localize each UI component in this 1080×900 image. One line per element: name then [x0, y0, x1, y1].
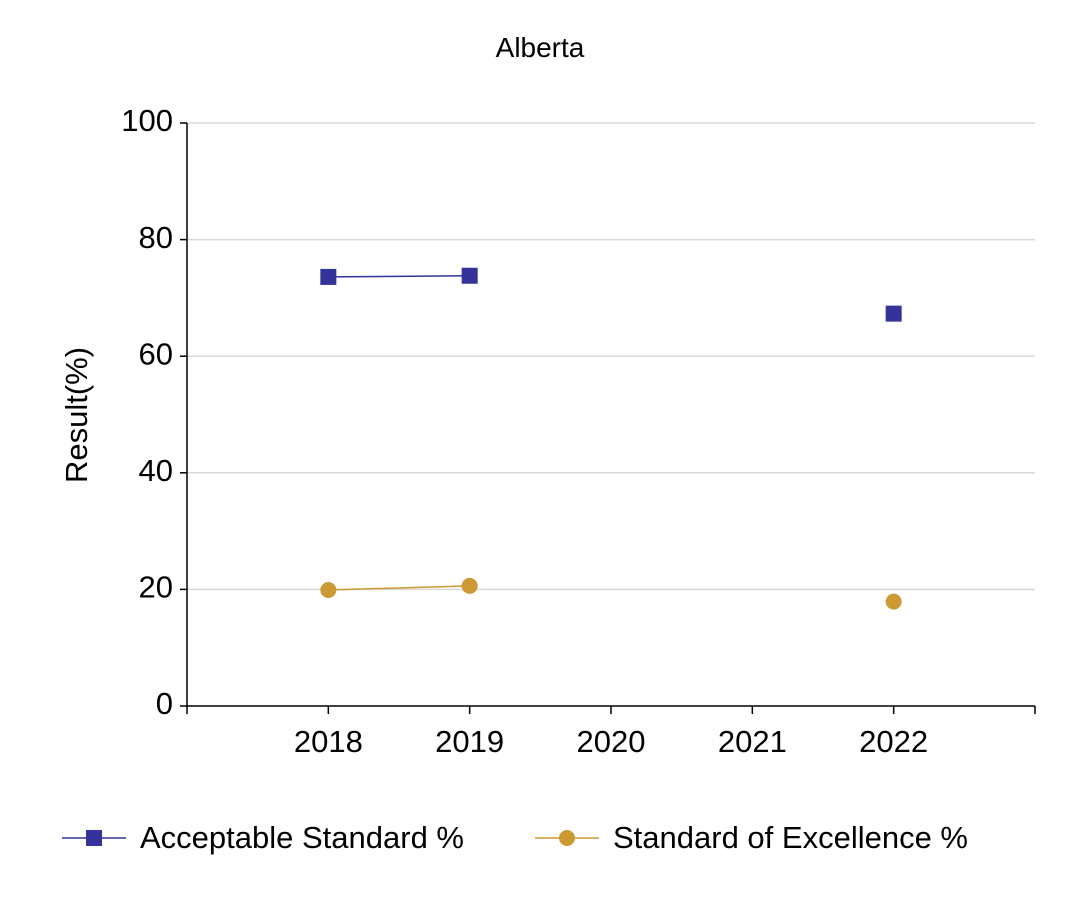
- series-excellence: [320, 577, 902, 610]
- x-tick-label: 2018: [294, 724, 363, 759]
- legend-item-excellence: Standard of Excellence %: [535, 816, 968, 860]
- x-tick-label: 2020: [577, 724, 646, 759]
- series-layer: [320, 267, 902, 610]
- x-tick-label: 2019: [435, 724, 504, 759]
- axes: [186, 123, 1035, 707]
- y-tick-label: 0: [156, 686, 173, 721]
- chart-title: Alberta: [495, 32, 585, 63]
- data-point-square: [885, 305, 902, 322]
- gridlines: [187, 122, 1035, 591]
- data-point-circle: [320, 581, 337, 598]
- x-tick-label: 2021: [718, 724, 787, 759]
- legend-marker-excellence: [559, 830, 575, 846]
- y-tick-label: 60: [139, 336, 173, 371]
- series-line-segment: [328, 274, 470, 278]
- y-axis-ticks: 0 20 40 60 80 100: [121, 103, 187, 721]
- legend-marker-acceptable: [86, 830, 102, 846]
- y-tick-label: 80: [139, 220, 173, 255]
- series-acceptable: [320, 267, 902, 322]
- legend-item-acceptable: Acceptable Standard %: [62, 816, 464, 860]
- line-chart: 0 20 40 60 80 100 2018 2019 2020 2021 2022 Result…: [59, 103, 1036, 759]
- x-axis-ticks: 2018 2019 2020 2021 2022: [186, 706, 1036, 759]
- y-tick-label: 40: [139, 453, 173, 488]
- x-tick-label: 2022: [859, 724, 928, 759]
- data-point-circle: [885, 593, 902, 610]
- y-axis-label: Result(%): [59, 347, 94, 483]
- legend-label-acceptable: Acceptable Standard %: [140, 820, 464, 855]
- legend: Acceptable Standard % Standard of Excell…: [0, 816, 1080, 866]
- square-marker-icon: [62, 830, 126, 846]
- y-tick-label: 20: [139, 570, 173, 605]
- circle-marker-icon: [535, 830, 599, 846]
- data-point-square: [461, 267, 478, 284]
- legend-label-excellence: Standard of Excellence %: [613, 820, 968, 855]
- data-point-square: [320, 268, 337, 285]
- data-point-circle: [461, 577, 478, 594]
- series-line-segment: [328, 585, 470, 591]
- y-tick-label: 100: [121, 103, 173, 138]
